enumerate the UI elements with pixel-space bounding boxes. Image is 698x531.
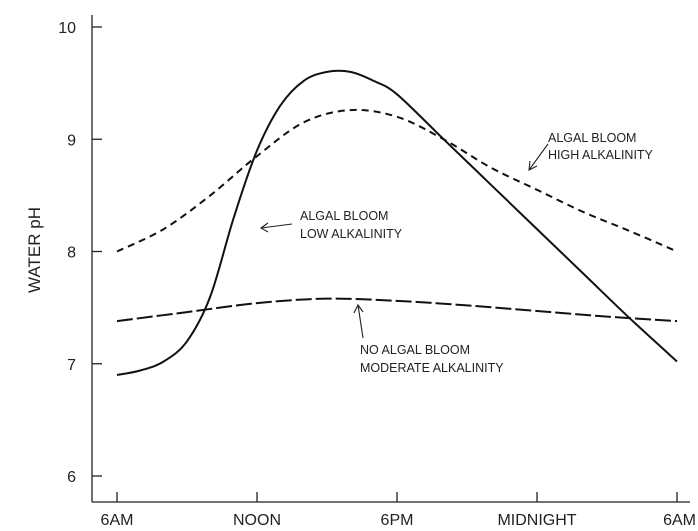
x-tick-label: MIDNIGHT	[497, 512, 576, 529]
y-tick-label: 7	[67, 357, 76, 374]
annotation-high-alkalinity-line1: ALGAL BLOOM	[548, 131, 636, 145]
annotation-high-alkalinity-arrowhead	[528, 160, 538, 171]
series-low-alkalinity	[116, 69, 678, 376]
annotation-moderate-alkalinity-arrowhead	[353, 303, 364, 314]
annotation-moderate-alkalinity-line2: MODERATE ALKALINITY	[360, 361, 504, 375]
annotation-low-alkalinity-arrowhead	[259, 222, 269, 233]
x-tick-label: 6AM	[663, 512, 696, 529]
annotation-moderate-alkalinity-arrow	[357, 304, 364, 339]
annotation-low-alkalinity-arrow	[260, 223, 293, 229]
x-tick-label: 6AM	[101, 512, 134, 529]
annotation-high-alkalinity: ALGAL BLOOM HIGH ALKALINITY	[528, 131, 654, 171]
series-moderate-alkalinity	[116, 297, 678, 323]
x-tick-label: 6PM	[381, 512, 414, 529]
annotation-high-alkalinity-line2: HIGH ALKALINITY	[548, 148, 654, 162]
y-axis-title: WATER pH	[25, 207, 44, 293]
annotation-moderate-alkalinity-line1: NO ALGAL BLOOM	[360, 343, 470, 357]
y-tick-label: 10	[58, 20, 76, 37]
axes	[91, 15, 690, 503]
x-ticks: 6AM NOON 6PM MIDNIGHT 6AM	[101, 492, 696, 529]
y-tick-label: 9	[67, 132, 76, 149]
y-tick-label: 8	[67, 245, 76, 262]
annotation-moderate-alkalinity: NO ALGAL BLOOM MODERATE ALKALINITY	[353, 303, 504, 375]
series-group	[116, 69, 678, 376]
annotation-low-alkalinity-line1: ALGAL BLOOM	[300, 209, 388, 223]
series-high-alkalinity	[116, 108, 678, 253]
y-ticks: 6 7 8 9 10	[58, 20, 102, 486]
annotation-high-alkalinity-arrow	[528, 143, 549, 171]
y-tick-label: 6	[67, 469, 76, 486]
annotation-low-alkalinity: ALGAL BLOOM LOW ALKALINITY	[259, 209, 403, 241]
annotation-low-alkalinity-line2: LOW ALKALINITY	[300, 227, 403, 241]
x-tick-label: NOON	[233, 512, 281, 529]
